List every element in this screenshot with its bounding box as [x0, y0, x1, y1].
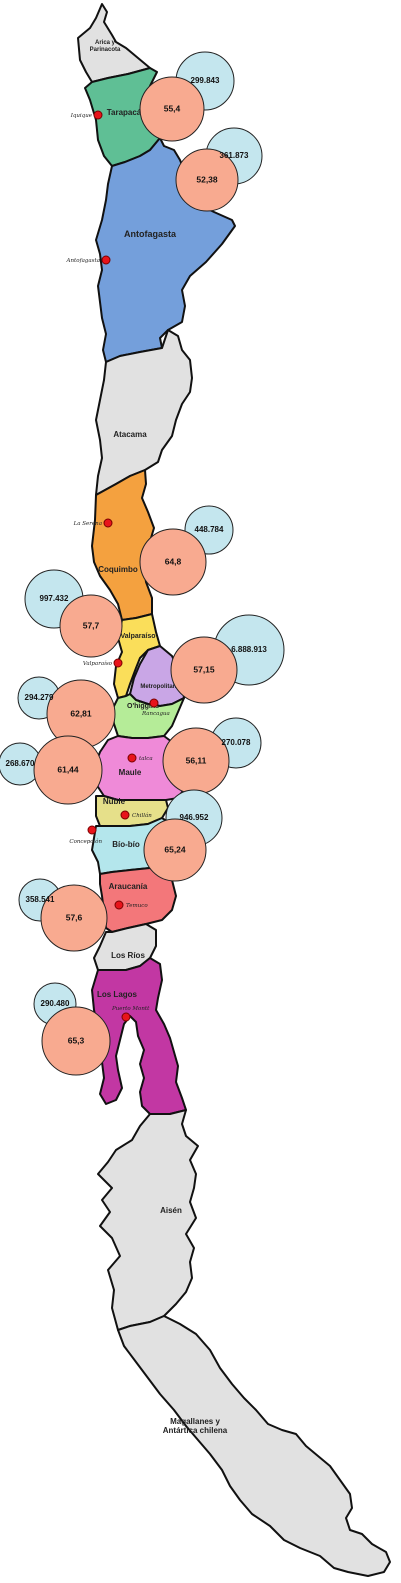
value-label-biobio: 65,24: [164, 844, 186, 854]
bubble-group-maule: 270.078 56,11: [162, 717, 262, 795]
city-chillan: Chillán: [120, 810, 152, 820]
city-label-concepcion: Concepción: [69, 838, 102, 845]
population-label-tarapaca: 299.843: [191, 76, 220, 85]
population-label-antofagasta: 361.873: [220, 151, 249, 160]
city-label-valparaiso: Valparaíso: [83, 660, 113, 667]
value-label-araucania: 57,6: [66, 912, 83, 922]
value-bubble-nuble: [33, 735, 103, 805]
population-label-coquimbo: 448.784: [195, 525, 224, 534]
region-label-aisen: Aisén: [160, 1206, 182, 1215]
bubble-group-ohiggins: 294.279 62,81: [17, 676, 116, 749]
value-label-maule: 56,11: [186, 755, 207, 765]
region-label-tarapaca: Tarapacá: [107, 108, 142, 117]
city-dot-concepcion: [87, 825, 97, 835]
bubble-group-antofagasta: 361.873 52,38: [175, 127, 263, 212]
region-label-metropolitana: Metropolitana: [140, 684, 180, 690]
city-label-antofagasta: Antofagasta: [66, 258, 100, 264]
region-label-valparaiso: Valparaíso: [120, 633, 155, 640]
bubble-group-araucania: 358.541 57,6: [18, 878, 108, 952]
population-label-biobio: 946.952: [180, 813, 209, 822]
city-dot-iquique: [93, 110, 103, 120]
city-label-laserena: La Serena: [73, 521, 102, 527]
region-atacama: [95, 329, 193, 496]
bubble-group-tarapaca: 299.843 55,4: [139, 51, 235, 142]
city-dot-antofagasta: [101, 255, 111, 265]
bubble-group-metropolitana: 6.888.913 57,15: [170, 614, 285, 704]
bubble-group-coquimbo: 448.784 64,8: [139, 505, 234, 596]
value-label-valparaiso: 57,7: [83, 620, 100, 630]
value-bubble-tarapaca: [139, 76, 205, 142]
region-label-ohiggins: O'higgins: [127, 703, 159, 710]
city-concepcion: Concepción: [69, 825, 102, 845]
value-label-coquimbo: 64,8: [165, 556, 182, 566]
city-dot-valparaiso: [113, 658, 123, 668]
bubble-group-loslagos: 290.480 65,3: [33, 982, 111, 1076]
city-label-rancagua: Rancagua: [141, 711, 170, 717]
city-dot-chillan: [120, 810, 130, 820]
region-coquimbo: [91, 469, 155, 621]
region-label-arica: Arica y Parinacota: [90, 40, 121, 53]
value-label-ohiggins: 62,81: [70, 708, 92, 718]
region-label-coquimbo: Coquimbo: [98, 565, 138, 574]
region-loslagos: [91, 957, 187, 1115]
city-dot-talca: [127, 753, 137, 763]
region-label-maule: Maule: [119, 768, 142, 777]
value-label-nuble: 61,44: [57, 764, 79, 774]
value-label-loslagos: 65,3: [68, 1035, 85, 1045]
city-dot-rancagua: [149, 698, 159, 708]
value-bubble-metropolitana: [170, 636, 238, 704]
value-bubble-antofagasta: [175, 148, 239, 212]
value-bubble-biobio: [143, 818, 207, 882]
city-puertomontt: Puerto Montt: [111, 1006, 150, 1022]
city-temuco: Temuco: [114, 900, 148, 910]
region-label-magallanes: Magallanes y Antártica chilena: [163, 1417, 228, 1435]
region-label-atacama: Atacama: [113, 430, 147, 439]
region-label-loslagos: Los Lagos: [97, 990, 138, 999]
value-bubble-valparaiso: [59, 594, 123, 658]
population-label-metropolitana: 6.888.913: [231, 645, 267, 654]
region-label-biobio: Bío-bío: [112, 840, 140, 849]
region-label-antofagasta: Antofagasta: [124, 229, 177, 239]
city-iquique: Iquique: [70, 110, 103, 120]
population-label-loslagos: 290.480: [41, 999, 70, 1008]
city-rancagua: Rancagua: [141, 698, 170, 717]
population-label-maule: 270.078: [222, 738, 251, 747]
population-label-araucania: 358.541: [26, 895, 55, 904]
region-label-losrios: Los Ríos: [111, 951, 145, 960]
value-label-antofagasta: 52,38: [196, 174, 218, 184]
population-label-valparaiso: 997.432: [40, 594, 69, 603]
value-label-metropolitana: 57,15: [193, 664, 215, 674]
bubble-group-biobio: 946.952 65,24: [143, 789, 223, 882]
city-dot-temuco: [114, 900, 124, 910]
city-label-puertomontt: Puerto Montt: [111, 1006, 150, 1012]
city-dot-puertomontt: [121, 1012, 131, 1022]
population-label-nuble: 268.670: [6, 759, 35, 768]
population-label-ohiggins: 294.279: [25, 693, 54, 702]
bubble-group-valparaiso: 997.432 57,7: [24, 569, 123, 658]
city-antofagasta: Antofagasta: [66, 255, 111, 265]
region-magallanes: [117, 1315, 391, 1577]
region-antofagasta: [95, 137, 236, 363]
city-laserena: La Serena: [73, 518, 113, 528]
region-label-nuble: Ñuble: [103, 797, 126, 806]
region-aisen: [97, 1109, 199, 1331]
city-label-chillan: Chillán: [132, 812, 152, 819]
city-valparaiso: Valparaíso: [83, 658, 123, 668]
region-ohiggins: [111, 693, 185, 739]
bubble-group-nuble: 268.670 61,44: [0, 735, 103, 805]
city-talca: talca: [127, 753, 153, 763]
city-label-temuco: Temuco: [126, 903, 148, 909]
value-bubble-araucania: [40, 884, 108, 952]
value-bubble-coquimbo: [139, 528, 207, 596]
city-label-talca: talca: [139, 756, 153, 762]
value-bubble-loslagos: [41, 1006, 111, 1076]
region-label-araucania: Araucanía: [109, 882, 148, 891]
value-label-tarapaca: 55,4: [164, 103, 181, 113]
city-dot-laserena: [103, 518, 113, 528]
city-label-iquique: Iquique: [70, 113, 93, 119]
